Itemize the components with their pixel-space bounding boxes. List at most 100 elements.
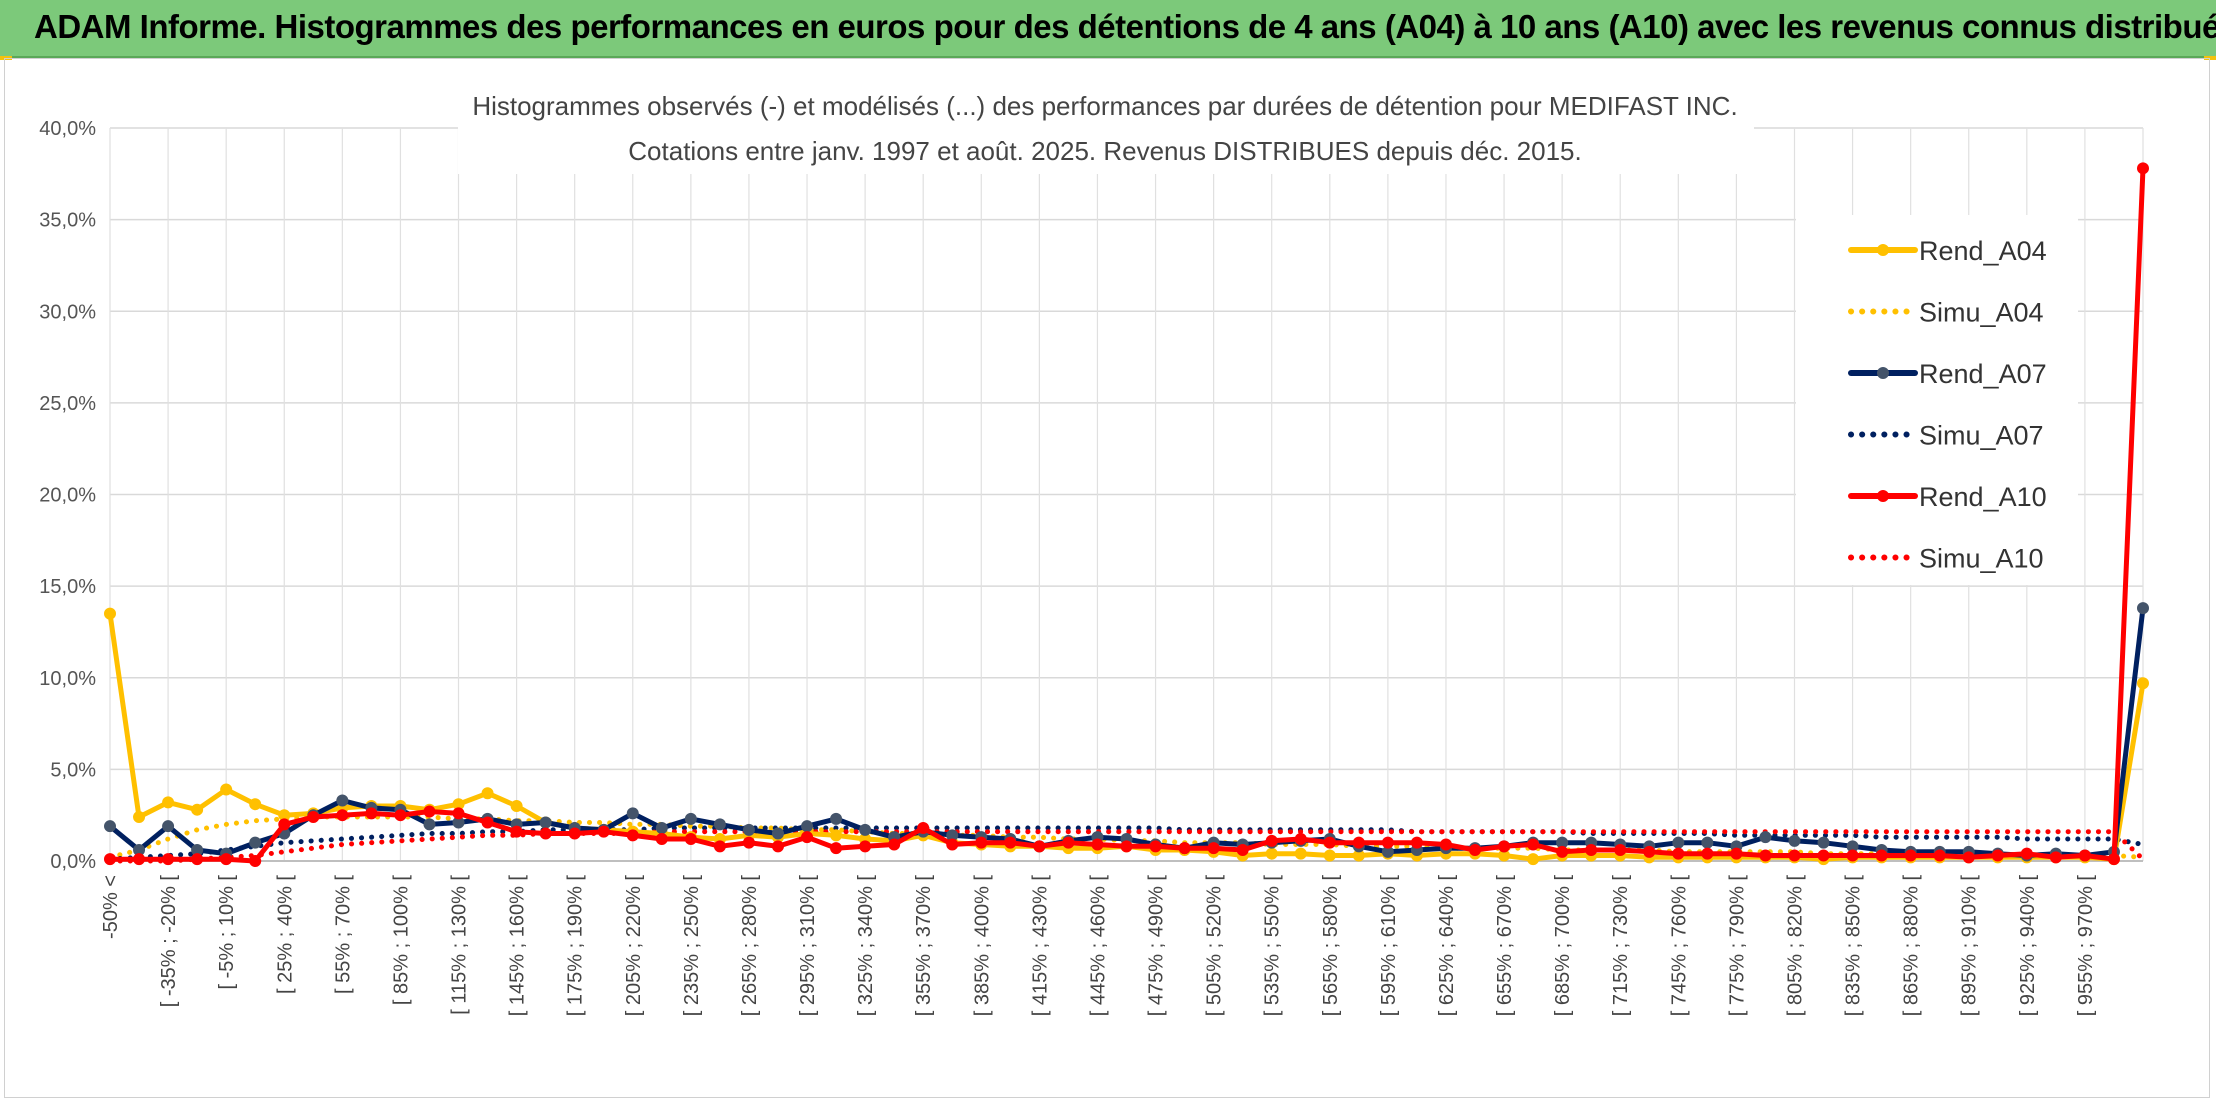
x-tick-label: [ 25% ; 40% [ (274, 875, 296, 994)
x-tick-label: [ 505% ; 520% [ (1204, 875, 1226, 1017)
point-Rend_A10 (1469, 844, 1482, 857)
point-Rend_A10 (2078, 849, 2091, 862)
point-Rend_A07 (104, 820, 116, 833)
point-Rend_A04 (2137, 677, 2149, 690)
point-Rend_A10 (481, 816, 494, 829)
x-tick-label: [ 595% ; 610% [ (1378, 875, 1400, 1017)
point-Rend_A07 (742, 823, 755, 836)
point-Rend_A07 (771, 827, 784, 840)
x-tick-label: [ 235% ; 250% [ (681, 875, 703, 1017)
point-Rend_A10 (771, 840, 784, 853)
x-tick-label: [ 715% ; 730% [ (1610, 875, 1632, 1017)
x-tick-label: [ -5% ; 10% [ (216, 875, 238, 990)
point-Rend_A10 (801, 831, 814, 844)
y-tick-label: 15,0% (39, 576, 96, 598)
x-tick-label: [ 865% ; 880% [ (1901, 875, 1923, 1017)
x-axis-ticks: -50% < [ -35% ; -20% [[ -5% ; 10% [[ 25% … (100, 875, 2097, 1017)
point-Rend_A10 (1149, 840, 1162, 853)
chart-title-background (458, 86, 1754, 174)
point-Rend_A10 (104, 853, 116, 866)
point-Rend_A07 (801, 820, 814, 833)
line-Rend_A07 (107, 605, 2146, 858)
point-Rend_A10 (510, 825, 523, 838)
line-Rend_A04 (107, 611, 2146, 862)
chart-title-line-2: Cotations entre janv. 1997 et août. 2025… (628, 136, 1581, 166)
point-Rend_A10 (1410, 836, 1423, 849)
legend-label-Simu_A10: Simu_A10 (1919, 544, 2044, 574)
point-Rend_A10 (1962, 851, 1975, 864)
chart-frame (4, 58, 2210, 1098)
chart-title-line-1: Histogrammes observés (-) et modélisés (… (472, 91, 1737, 121)
point-Rend_A10 (423, 805, 436, 818)
point-Rend_A04 (1323, 849, 1336, 862)
x-tick-label: [ 625% ; 640% [ (1436, 875, 1458, 1017)
x-tick-label: [ 145% ; 160% [ (507, 875, 529, 1017)
x-tick-label: [ 385% ; 400% [ (971, 875, 993, 1017)
point-Rend_A04 (220, 783, 233, 796)
point-Rend_A10 (1381, 836, 1394, 849)
point-Rend_A07 (249, 836, 262, 849)
point-Rend_A04 (133, 811, 146, 824)
y-tick-label: 20,0% (39, 485, 96, 507)
legend: Rend_A04 Simu_A04 Rend_A07 Simu_A07 Rend_A10… (1796, 215, 2078, 585)
point-Rend_A10 (1323, 836, 1336, 849)
legend-background (1796, 215, 2078, 585)
line-Simu_A07 (107, 825, 2146, 862)
point-Rend_A10 (655, 833, 668, 846)
series-Rend_A10 (104, 162, 2149, 867)
point-Rend_A04 (1265, 847, 1278, 860)
point-Rend_A10 (1701, 847, 1714, 860)
x-tick-label: [ 445% ; 460% [ (1087, 875, 1109, 1017)
point-Rend_A04 (162, 796, 175, 809)
point-Rend_A10 (1004, 836, 1017, 849)
point-Rend_A07 (1672, 836, 1685, 849)
series-lines (104, 162, 2149, 867)
point-Rend_A10 (917, 822, 930, 835)
y-tick-label: 40,0% (39, 118, 96, 140)
legend-label-Simu_A04: Simu_A04 (1919, 298, 2044, 328)
x-tick-label: [ 115% ; 130% [ (449, 875, 471, 1015)
point-Rend_A07 (2137, 602, 2149, 615)
series-Simu_A07 (107, 825, 2146, 862)
point-Rend_A10 (1207, 842, 1220, 855)
y-tick-label: 25,0% (39, 393, 96, 415)
point-Rend_A10 (888, 838, 901, 851)
point-Rend_A10 (1933, 849, 1946, 862)
report-title: ADAM Informe. Histogrammes des performan… (34, 8, 2216, 45)
report-banner: ADAM Informe. Histogrammes des performan… (0, 0, 2216, 58)
x-tick-label: [ 565% ; 580% [ (1320, 875, 1342, 1017)
legend-marker-Rend_A10 (1877, 490, 1889, 502)
point-Rend_A10 (1294, 833, 1307, 846)
point-Rend_A10 (1817, 849, 1830, 862)
x-tick-label: [ 205% ; 220% [ (623, 875, 645, 1017)
x-tick-label: [ 925% ; 940% [ (2017, 875, 2039, 1017)
point-Rend_A10 (1730, 847, 1743, 860)
point-Rend_A10 (1614, 844, 1627, 857)
legend-label-Rend_A07: Rend_A07 (1919, 359, 2047, 389)
legend-marker-Rend_A07 (1877, 367, 1889, 379)
point-Rend_A10 (452, 807, 465, 820)
point-Rend_A04 (1527, 853, 1540, 866)
y-tick-label: 10,0% (39, 668, 96, 690)
point-Rend_A07 (1788, 834, 1801, 847)
point-Rend_A07 (859, 823, 872, 836)
point-Rend_A07 (684, 812, 697, 825)
x-tick-label: [ 85% ; 100% [ (390, 875, 412, 1006)
y-axis-ticks: 0,0% 5,0% 10,0% 15,0% 20,0% 25,0% 30,0% 35,0% 40… (39, 118, 96, 873)
x-tick-label: [ 475% ; 490% [ (1146, 875, 1168, 1017)
point-Rend_A04 (830, 829, 843, 842)
x-tick-label: [ 265% ; 280% [ (739, 875, 761, 1017)
point-Rend_A10 (1672, 847, 1685, 860)
point-Rend_A10 (1556, 845, 1569, 858)
y-tick-label: 35,0% (39, 210, 96, 232)
point-Rend_A07 (1759, 831, 1772, 844)
point-Rend_A07 (162, 820, 175, 833)
series-Rend_A04 (104, 607, 2149, 866)
point-Rend_A10 (365, 807, 378, 820)
point-Rend_A10 (1352, 836, 1365, 849)
y-tick-label: 30,0% (39, 301, 96, 323)
point-Rend_A07 (626, 807, 639, 820)
point-Rend_A10 (1062, 836, 1075, 849)
point-Rend_A10 (2049, 851, 2062, 864)
